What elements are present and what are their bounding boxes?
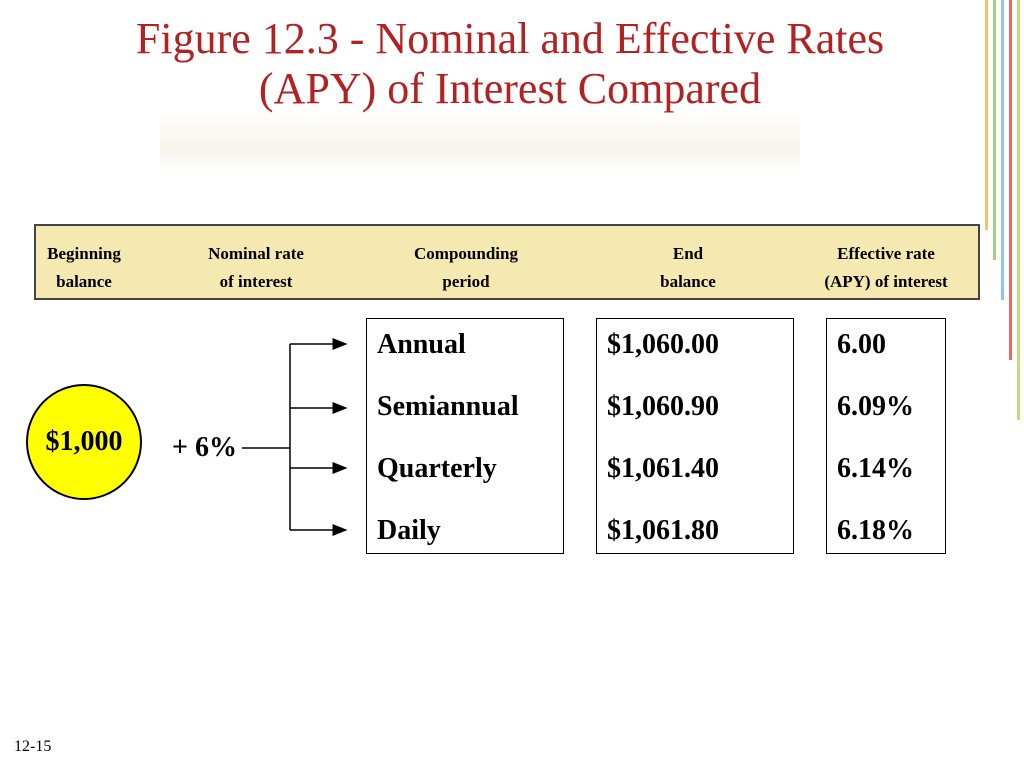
slide-number: 12-15 (14, 738, 52, 755)
period-annual: Annual (377, 329, 466, 360)
period-quarterly: Quarterly (377, 453, 497, 484)
end-balance-semiannual: $1,060.90 (607, 391, 719, 422)
compounding-period-box: Annual Semiannual Quarterly Daily (366, 318, 564, 554)
column-header-bar: Beginning balance Nominal rate of intere… (34, 224, 980, 300)
stripe-3 (1001, 0, 1004, 300)
header-compounding-period: Compounding period (414, 244, 518, 291)
period-daily: Daily (377, 515, 441, 546)
stripe-4 (1009, 0, 1012, 360)
beginning-balance-value: $1,000 (45, 426, 123, 457)
end-balance-box: $1,060.00 $1,060.90 $1,061.40 $1,061.80 (596, 318, 794, 554)
end-balance-daily: $1,061.80 (607, 515, 719, 546)
title-line-1: Figure 12.3 - Nominal and Effective Rate… (135, 14, 885, 63)
stripe-1 (985, 0, 988, 230)
decorative-stripes (980, 0, 1024, 768)
effective-rate-semiannual: 6.09% (837, 391, 914, 422)
effective-rate-annual: 6.00 (837, 329, 886, 360)
header-effective-rate: Effective rate (APY) of interest (824, 244, 948, 291)
period-semiannual: Semiannual (377, 391, 519, 422)
header-nominal-rate: Nominal rate of interest (208, 244, 304, 291)
header-end-balance: End balance (660, 244, 716, 291)
header-beginning-balance: Beginning balance (47, 244, 121, 291)
stripe-2 (993, 0, 996, 260)
nominal-rate-value: + 6% (172, 432, 237, 463)
decorative-banner (160, 112, 800, 172)
end-balance-quarterly: $1,061.40 (607, 453, 719, 484)
effective-rate-box: 6.00 6.09% 6.14% 6.18% (826, 318, 946, 554)
effective-rate-daily: 6.18% (837, 515, 914, 546)
end-balance-annual: $1,060.00 (607, 329, 719, 360)
effective-rate-quarterly: 6.14% (837, 453, 914, 484)
slide-title: Figure 12.3 - Nominal and Effective Rate… (60, 14, 960, 114)
title-line-2: (APY) of Interest Compared (258, 64, 762, 113)
stripe-5 (1017, 0, 1020, 420)
beginning-balance-circle: $1,000 (26, 384, 142, 500)
